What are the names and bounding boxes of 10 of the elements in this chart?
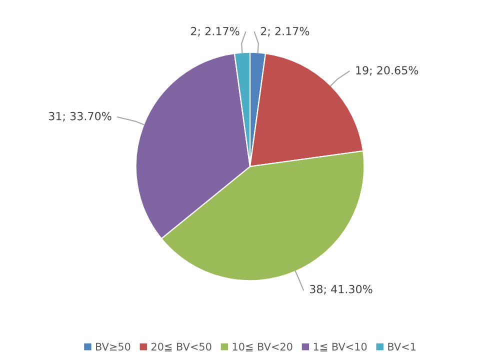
data-label: 31; 33.70% [48,112,112,122]
legend-label: BV≥50 [96,342,130,351]
legend-label: 1≦ BV<10 [314,342,367,352]
legend-label: 10≦ BV<20 [232,342,292,352]
data-label: 38; 41.30% [310,284,372,294]
data-label: 2; 2.17% [260,26,310,36]
data-label: 2; 2.17% [191,26,240,36]
data-label: 19; 20.65% [356,66,418,76]
legend-label: 20≦ BV<50 [151,342,212,352]
legend-label: BV<1 [388,342,416,350]
